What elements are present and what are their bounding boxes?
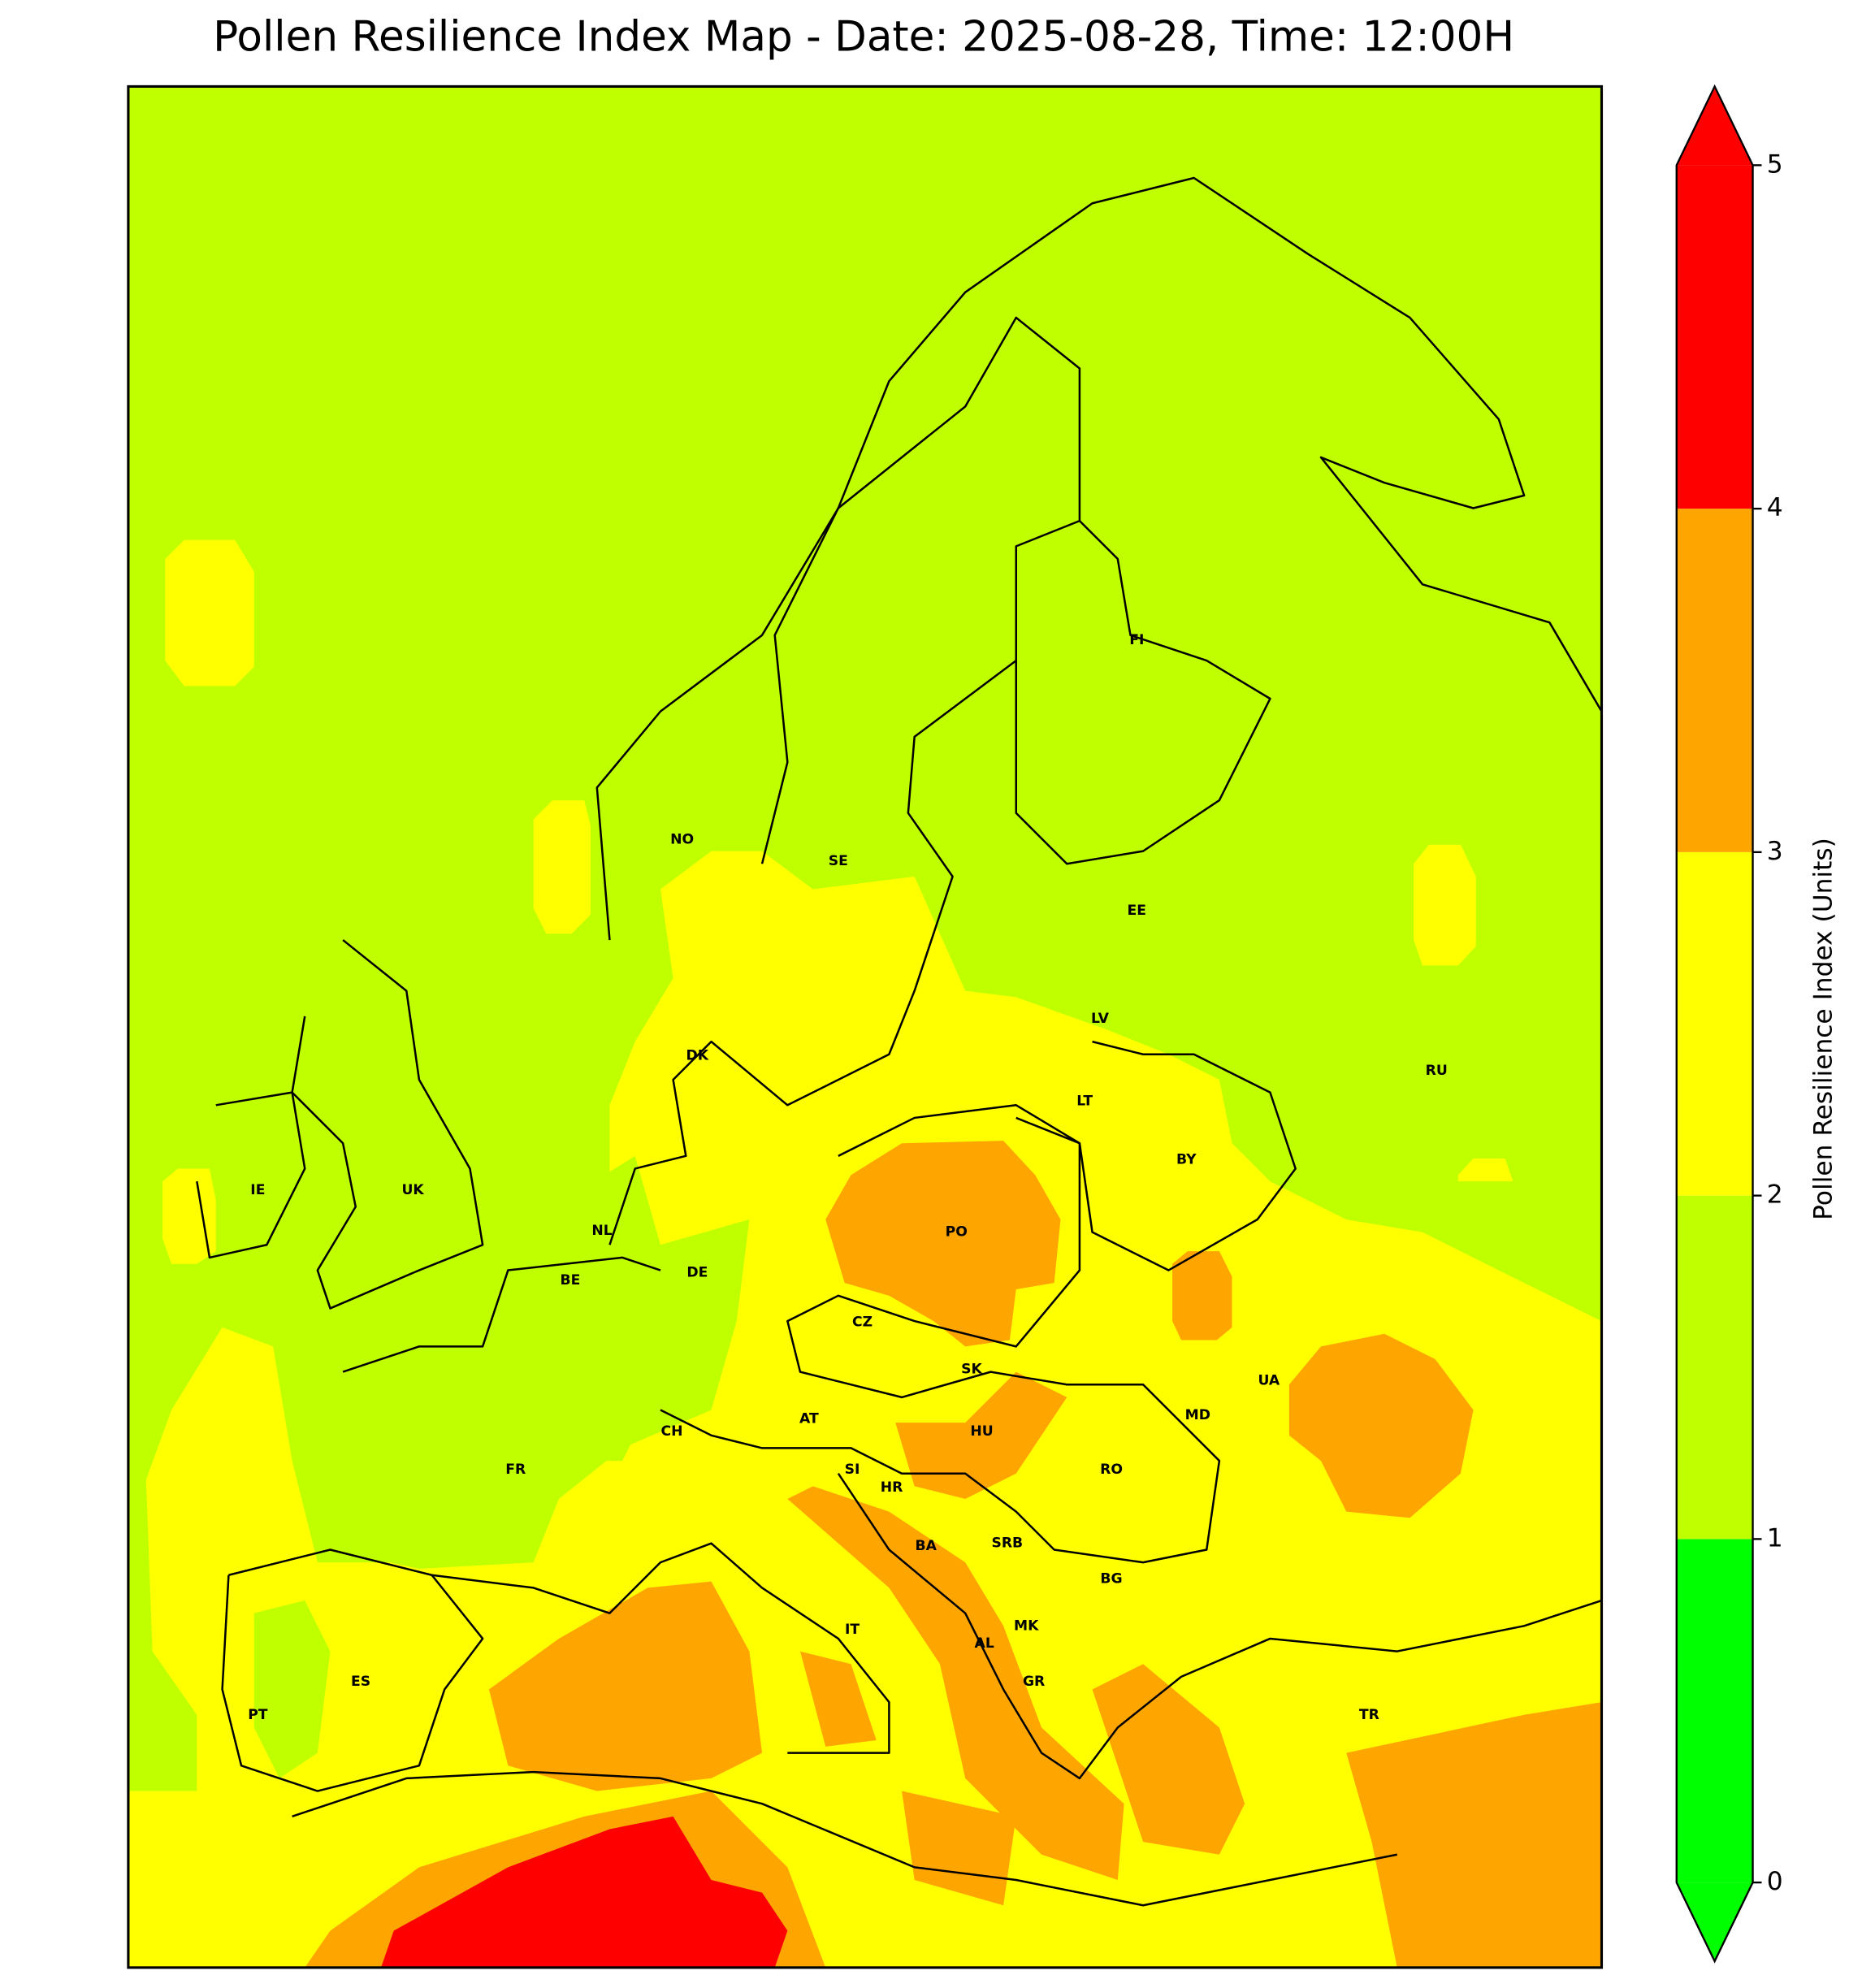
country-labels: NO SE FI EE LV LT RU DK BY IE UK NL PO BE DE CZ UA SK MD AT… [248,632,1448,1723]
map-area: NO SE FI EE LV LT RU DK BY IE UK NL PO BE DE CZ UA SK MD AT… [128,86,1602,1968]
country-label: BY [1176,1152,1197,1168]
country-label: ES [351,1674,370,1690]
country-label: LV [1091,1011,1110,1027]
country-label: SK [961,1361,982,1377]
country-label: CH [661,1423,683,1440]
colorbar-extend-min [1676,1882,1753,1962]
country-label: MK [1014,1618,1039,1634]
country-label: RU [1426,1063,1448,1079]
colorbar-segment [1676,1195,1753,1540]
colorbar-tick-label: 0 [1767,1867,1783,1896]
colorbar: 0 1 2 3 4 5 [1675,84,1783,1964]
colorbar-tick-label: 3 [1767,837,1783,866]
coastlines [196,176,1602,1907]
country-label: SI [845,1462,860,1478]
country-label: RO [1100,1462,1123,1478]
colorbar-segment [1676,509,1753,852]
colorbar-extend-max [1676,86,1753,166]
country-label: NO [670,832,694,848]
country-label: FI [1129,632,1144,648]
colorbar-segment [1676,851,1753,1196]
level-1-2-regions [253,1155,1602,1778]
country-label: GR [1023,1674,1045,1690]
country-label: BE [561,1272,581,1289]
country-label: PT [248,1707,268,1723]
country-label: HR [881,1479,903,1496]
country-label: AT [799,1410,819,1427]
colorbar-tick-label: 2 [1767,1180,1783,1210]
country-label: IT [845,1622,860,1638]
country-label: SE [829,853,848,869]
colorbar-segment [1676,1539,1753,1883]
country-label: EE [1128,903,1146,919]
colorbar-tick-label: 5 [1767,149,1783,179]
country-label: SRB [991,1535,1023,1552]
colorbar-label: Pollen Resilience Index (Units) [1808,838,1838,1220]
country-label: NL [591,1223,612,1239]
country-label: HU [970,1423,993,1440]
colorbar-tick-label: 1 [1767,1523,1783,1553]
colorbar-tick-label: 4 [1767,493,1783,522]
country-label: TR [1359,1707,1379,1723]
country-label: CZ [852,1315,873,1331]
country-label: UK [401,1182,424,1198]
map-frame [127,84,1604,1969]
country-label: BG [1100,1570,1122,1587]
colorbar-segment [1676,165,1753,509]
country-label: MD [1185,1407,1210,1423]
level-4-5-region [381,1816,788,1968]
country-label: BA [916,1538,937,1554]
country-label: DE [686,1265,708,1281]
country-label: PO [946,1224,968,1241]
map-title: Pollen Resilience Index Map - Date: 2025… [213,13,1514,62]
country-label: FR [505,1462,526,1478]
country-label: UA [1258,1373,1280,1389]
country-label: LT [1076,1094,1093,1110]
country-label: IE [250,1182,265,1198]
country-label: AL [975,1635,994,1652]
country-label: DK [686,1047,709,1063]
